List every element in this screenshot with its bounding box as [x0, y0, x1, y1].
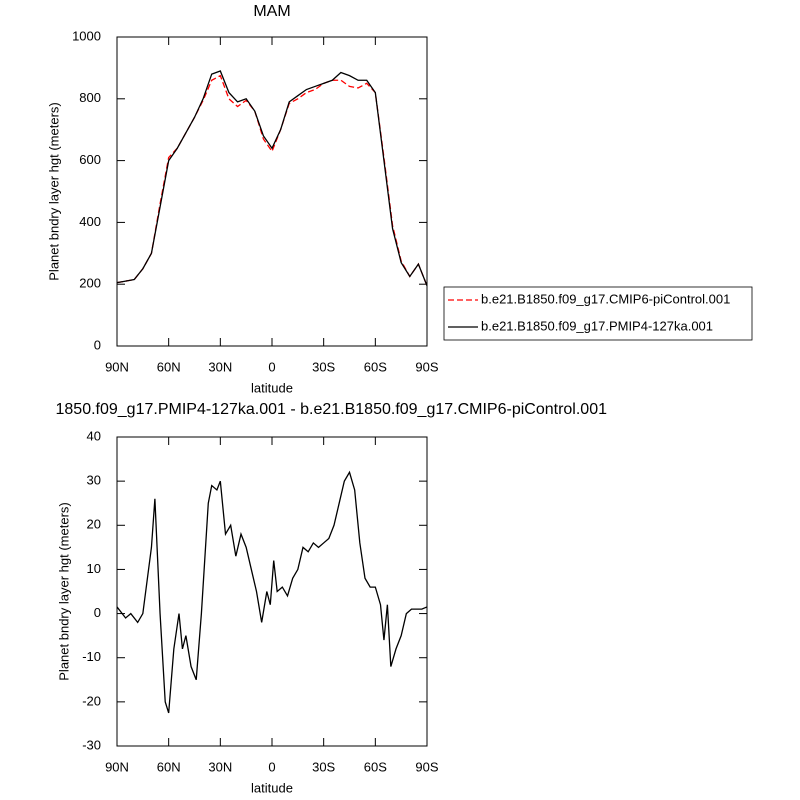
x-tick-label: 90S: [415, 759, 438, 774]
y-tick-label: -30: [82, 737, 101, 752]
y-tick-label: 1000: [72, 28, 101, 43]
x-tick-label: 60N: [157, 359, 181, 374]
chart-title: 1850.f09_g17.PMIP4-127ka.001 - b.e21.B18…: [56, 401, 608, 418]
y-tick-label: 20: [87, 517, 101, 532]
y-tick-label: 40: [87, 428, 101, 443]
x-tick-label: 60S: [364, 359, 387, 374]
data-line: [116, 470, 428, 714]
x-tick-label: 60N: [157, 759, 181, 774]
y-tick-label: 200: [79, 276, 101, 291]
x-tick-label: 0: [268, 759, 275, 774]
y-tick-label: 0: [94, 605, 101, 620]
y-tick-label: 0: [94, 337, 101, 352]
data-line: [116, 74, 428, 286]
x-tick-label: 30S: [312, 359, 335, 374]
x-tick-label: 60S: [364, 759, 387, 774]
y-tick-label: 30: [87, 473, 101, 488]
x-tick-label: 90N: [105, 359, 129, 374]
y-tick-label: -10: [82, 649, 101, 664]
x-tick-label: 90S: [415, 359, 438, 374]
legend-box: [443, 286, 753, 341]
y-tick-label: 800: [79, 90, 101, 105]
x-axis-label: latitude: [251, 780, 293, 795]
y-tick-label: 600: [79, 152, 101, 167]
chart-title: MAM: [253, 3, 290, 20]
y-axis-label: Planet bndry layer hgt (meters): [46, 102, 61, 280]
legend-label: b.e21.B1850.f09_g17.PMIP4-127ka.001: [481, 318, 713, 333]
y-tick-label: 400: [79, 214, 101, 229]
x-axis-label: latitude: [251, 380, 293, 395]
plot-frame: [116, 36, 428, 347]
x-tick-label: 30S: [312, 759, 335, 774]
legend-label: b.e21.B1850.f09_g17.CMIP6-piControl.001: [481, 291, 730, 306]
x-tick-label: 30N: [208, 359, 232, 374]
data-line: [116, 70, 428, 286]
x-tick-label: 90N: [105, 759, 129, 774]
x-tick-label: 30N: [208, 759, 232, 774]
y-tick-label: -20: [82, 693, 101, 708]
plot-frame: [116, 436, 428, 747]
y-axis-label: Planet bndry layer hgt (meters): [56, 502, 71, 680]
y-tick-label: 10: [87, 561, 101, 576]
x-tick-label: 0: [268, 359, 275, 374]
